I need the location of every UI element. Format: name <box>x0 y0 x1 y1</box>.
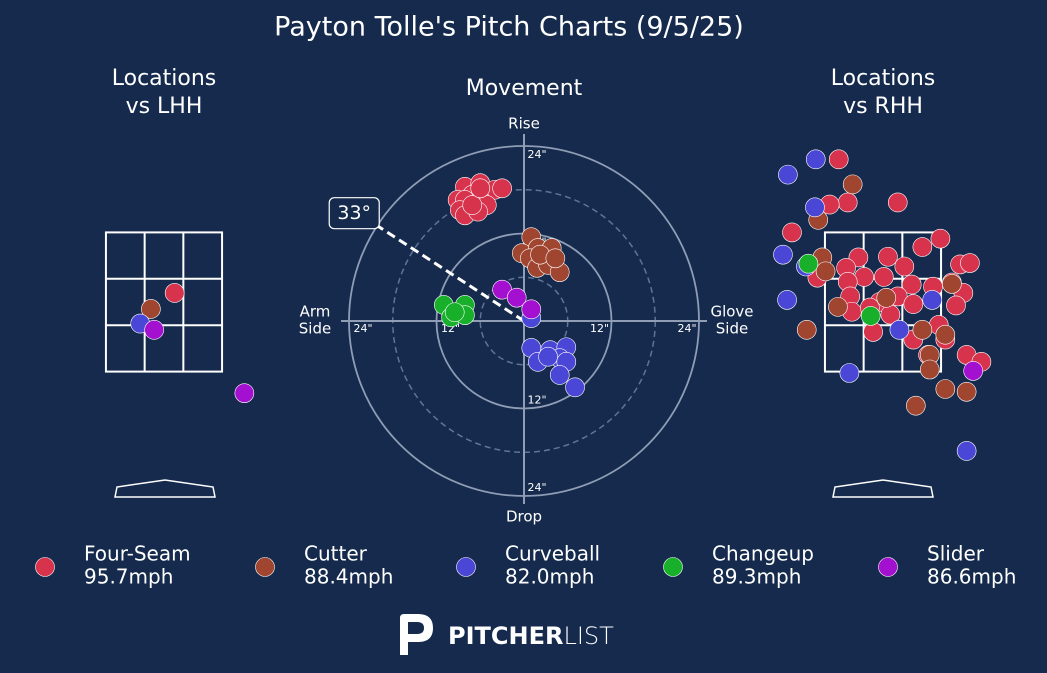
legend-speed: 89.3mph <box>712 565 801 589</box>
direction-label: Arm <box>300 303 331 321</box>
pitch-point <box>860 306 881 326</box>
home-plate <box>832 479 934 498</box>
pitch-point <box>492 178 512 199</box>
strike-zone <box>104 231 224 373</box>
pitch-point <box>930 228 951 249</box>
pitch-point <box>462 195 483 215</box>
arm-angle-label: 33° <box>337 202 371 224</box>
pitch-point <box>874 267 894 287</box>
legend-speed: 95.7mph <box>84 565 173 589</box>
pitch-point <box>805 197 825 218</box>
pitch-point <box>144 320 164 340</box>
panel-title: Locations <box>831 66 936 91</box>
pitch-point <box>946 295 966 316</box>
pitch-point <box>549 365 570 385</box>
pitch-point <box>922 290 943 310</box>
legend-swatch <box>255 557 275 577</box>
pitch-point <box>141 299 161 319</box>
pitch-point <box>773 244 793 265</box>
panel-title: Locations <box>112 66 217 91</box>
pitch-point <box>935 324 956 345</box>
pitch-point <box>164 283 185 303</box>
pitch-point <box>889 320 910 340</box>
ring-label: 24" <box>353 322 372 335</box>
panel-title: Movement <box>466 76 583 101</box>
legend-speed: 86.6mph <box>927 565 1016 589</box>
pitch-point <box>887 192 908 213</box>
direction-label: Drop <box>506 508 542 526</box>
pitch-point <box>903 294 924 314</box>
legend-speed: 88.4mph <box>304 565 393 589</box>
pitch-point <box>912 237 933 257</box>
logo-light: LIST <box>563 622 614 650</box>
pitch-point <box>777 290 797 310</box>
pitch-point <box>960 253 980 273</box>
ring-label: 12" <box>590 322 609 335</box>
legend-swatch <box>663 557 683 577</box>
legend-name: Curveball <box>505 542 600 566</box>
pitch-point <box>878 246 898 267</box>
page-title: Payton Tolle's Pitch Charts (9/5/25) <box>274 12 744 43</box>
panel-title: vs RHH <box>843 94 923 119</box>
direction-label: Glove <box>710 303 753 321</box>
pitch-point <box>956 441 977 461</box>
legend-name: Changeup <box>712 542 814 566</box>
pitch-point <box>796 320 817 340</box>
pitch-point <box>798 253 819 274</box>
pitch-point <box>854 267 874 287</box>
pitch-point <box>837 192 858 213</box>
legend-swatch <box>878 557 898 577</box>
pitch-point <box>956 381 977 402</box>
logo-bold: PITCHER <box>448 622 563 650</box>
pitch-point <box>842 174 863 195</box>
pitch-point <box>521 299 542 320</box>
pitch-point <box>815 261 836 282</box>
pitch-point <box>545 248 566 269</box>
pitch-point <box>963 361 984 381</box>
home-plate <box>114 479 216 498</box>
pitch-point <box>942 274 962 294</box>
ring-label: 24" <box>677 322 696 335</box>
pitch-point <box>905 395 926 416</box>
pitch-point <box>805 149 826 170</box>
pitch-point <box>444 302 465 323</box>
arm-angle-box <box>328 197 380 230</box>
pitch-point <box>894 256 915 277</box>
pitch-point <box>901 274 922 295</box>
panel-title: vs LHH <box>126 94 203 119</box>
pitch-point <box>470 178 491 199</box>
pitch-point <box>839 363 860 383</box>
pitch-point <box>778 164 798 185</box>
pitch-point <box>565 377 585 398</box>
direction-label: Side <box>299 320 331 338</box>
legend-swatch <box>456 557 476 577</box>
direction-label: Rise <box>508 115 540 133</box>
legend-name: Four-Seam <box>84 542 191 566</box>
legend-name: Cutter <box>304 542 368 566</box>
pitch-point <box>828 149 849 170</box>
legend-name: Slider <box>927 542 985 566</box>
direction-label: Side <box>716 320 748 338</box>
legend-speed: 82.0mph <box>505 565 594 589</box>
pitch-point <box>828 297 848 317</box>
legend-swatch <box>35 557 55 577</box>
pitch-point <box>935 379 956 399</box>
ring-label: 12" <box>527 394 546 407</box>
pitch-point <box>919 359 940 380</box>
logo-icon <box>400 614 433 655</box>
arm-angle-line <box>376 224 525 323</box>
pitch-point <box>782 222 802 243</box>
ring-label: 24" <box>527 481 546 494</box>
ring-label: 24" <box>527 148 546 161</box>
pitch-point <box>538 346 558 367</box>
logo: PITCHER LIST <box>400 614 614 655</box>
pitch-point <box>912 320 933 340</box>
pitch-point <box>234 383 255 403</box>
pitch-point <box>876 288 897 308</box>
pitch-point <box>506 287 527 308</box>
